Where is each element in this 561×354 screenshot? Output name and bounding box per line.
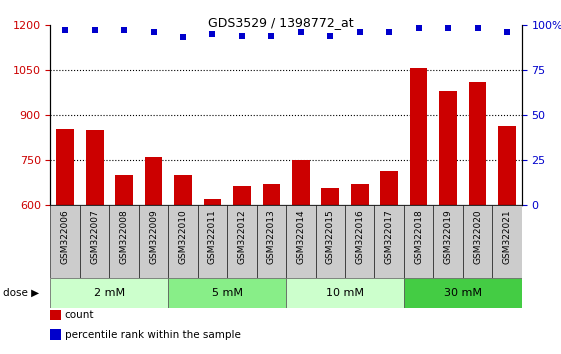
Point [385, 29, 394, 35]
Bar [197, 205, 227, 278]
Point [296, 29, 305, 35]
Text: 2 mM: 2 mM [94, 288, 125, 298]
Point [444, 25, 453, 31]
Bar [233, 186, 251, 354]
Bar [404, 205, 433, 278]
Point [178, 35, 187, 40]
Bar [463, 205, 493, 278]
Bar [404, 278, 522, 308]
Bar [375, 205, 404, 278]
Text: GSM322020: GSM322020 [473, 209, 482, 264]
Text: GDS3529 / 1398772_at: GDS3529 / 1398772_at [208, 16, 353, 29]
Point [149, 29, 158, 35]
Point [267, 33, 276, 39]
Point [61, 27, 70, 33]
Point [90, 27, 99, 33]
Bar [345, 205, 374, 278]
Text: GSM322011: GSM322011 [208, 209, 217, 264]
Bar [433, 205, 463, 278]
Text: 10 mM: 10 mM [326, 288, 364, 298]
Text: GSM322017: GSM322017 [385, 209, 394, 264]
Point [355, 29, 364, 35]
Bar [168, 205, 197, 278]
Bar [80, 205, 109, 278]
Bar [286, 278, 404, 308]
Bar [204, 199, 221, 354]
Bar [227, 205, 257, 278]
Text: 30 mM: 30 mM [444, 288, 482, 298]
Bar [168, 278, 286, 308]
Bar [50, 278, 168, 308]
Bar [292, 160, 310, 354]
Text: GSM322019: GSM322019 [444, 209, 453, 264]
Text: GSM322012: GSM322012 [237, 209, 246, 264]
Bar [498, 126, 516, 354]
Point [326, 33, 335, 39]
Text: dose ▶: dose ▶ [3, 288, 39, 298]
Bar [315, 205, 345, 278]
Bar [493, 205, 522, 278]
Text: GSM322010: GSM322010 [178, 209, 187, 264]
Bar [257, 205, 286, 278]
Bar [321, 188, 339, 354]
Text: GSM322007: GSM322007 [90, 209, 99, 264]
Point [237, 33, 246, 39]
Text: GSM322013: GSM322013 [267, 209, 276, 264]
Bar [410, 68, 427, 354]
Text: GSM322014: GSM322014 [296, 209, 305, 264]
Text: GSM322008: GSM322008 [119, 209, 128, 264]
Text: GSM322009: GSM322009 [149, 209, 158, 264]
Bar [56, 129, 74, 354]
Bar [351, 184, 369, 354]
Bar [109, 205, 139, 278]
Text: 5 mM: 5 mM [211, 288, 243, 298]
Bar [286, 205, 315, 278]
Text: GSM322018: GSM322018 [414, 209, 423, 264]
Bar [86, 130, 103, 354]
Point [119, 27, 128, 33]
Bar [439, 91, 457, 354]
Bar [380, 171, 398, 354]
Point [473, 25, 482, 31]
Bar [145, 157, 163, 354]
Bar [263, 184, 280, 354]
Text: GSM322021: GSM322021 [503, 209, 512, 264]
Text: count: count [65, 310, 94, 320]
Bar [115, 175, 133, 354]
Text: GSM322016: GSM322016 [355, 209, 364, 264]
Point [208, 31, 217, 37]
Bar [174, 175, 192, 354]
Bar [50, 205, 80, 278]
Bar [139, 205, 168, 278]
Text: GSM322006: GSM322006 [61, 209, 70, 264]
Text: percentile rank within the sample: percentile rank within the sample [65, 330, 241, 339]
Text: GSM322015: GSM322015 [326, 209, 335, 264]
Bar [468, 82, 486, 354]
Point [414, 25, 423, 31]
Point [503, 29, 512, 35]
